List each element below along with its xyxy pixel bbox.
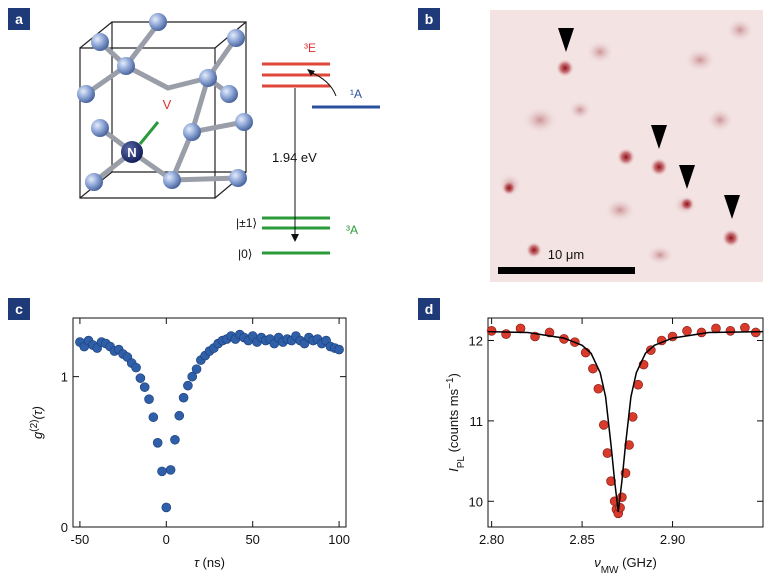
level-label: |0⟩ xyxy=(238,247,252,261)
label-box xyxy=(418,8,440,30)
level-label: ¹A xyxy=(350,87,362,101)
data-point xyxy=(183,380,193,391)
data-point xyxy=(157,466,167,477)
data-point xyxy=(144,394,154,404)
y-tick-label: 11 xyxy=(470,414,484,429)
data-point xyxy=(139,382,150,392)
label-part: (counts ms xyxy=(446,388,461,456)
x-tick-label: -50 xyxy=(71,532,90,547)
panel-label: c xyxy=(15,301,23,317)
transition-label: 1.94 eV xyxy=(272,150,317,165)
data-point xyxy=(593,383,604,394)
x-axis-label: νMW (GHz) xyxy=(594,555,657,576)
data-point xyxy=(334,344,344,355)
label-box xyxy=(418,298,440,320)
plot-frame xyxy=(487,317,764,528)
nitrogen-atom xyxy=(121,141,143,163)
label-part: (ns) xyxy=(199,555,225,570)
label-part: PL xyxy=(456,456,467,469)
nv-bond xyxy=(138,121,160,145)
data-point xyxy=(131,362,141,373)
label-part: (GHz) xyxy=(619,555,657,570)
data-point xyxy=(544,327,555,338)
fluorescence-image xyxy=(490,10,763,282)
data-point xyxy=(646,345,656,355)
label-part: g xyxy=(30,431,45,439)
y-tick-label: 12 xyxy=(469,334,483,349)
vacancy-label: V xyxy=(163,97,172,112)
label-box xyxy=(8,8,30,30)
y-tick-label: 1 xyxy=(61,370,68,385)
panel-labels: a b c d xyxy=(8,8,440,320)
data-point xyxy=(682,326,692,336)
data-point xyxy=(174,410,185,421)
data-point xyxy=(588,363,598,374)
label-part: ) xyxy=(446,373,461,377)
y-tick-label: 0 xyxy=(61,520,68,535)
x-tick-label: 2.80 xyxy=(479,532,504,547)
nitrogen-label: N xyxy=(127,145,136,160)
level-label: ³E xyxy=(304,41,316,55)
data-point xyxy=(725,326,736,336)
data-point xyxy=(598,420,609,430)
data-point xyxy=(740,322,750,333)
panel-label: d xyxy=(425,301,434,317)
data-point xyxy=(187,371,198,382)
data-point xyxy=(617,492,627,503)
data-point xyxy=(148,412,159,423)
y-axis-label: g(2)(τ) xyxy=(29,406,46,439)
data-point xyxy=(501,329,511,339)
label-part: −1 xyxy=(445,377,456,389)
data-point xyxy=(191,364,202,374)
data-point xyxy=(624,440,634,450)
atoms xyxy=(77,13,253,191)
label-part: ν xyxy=(594,555,601,570)
panel-label: b xyxy=(425,11,434,27)
label-part: (2) xyxy=(29,420,40,432)
panel-label: a xyxy=(15,11,23,27)
x-tick-label: 2.90 xyxy=(660,532,685,547)
fit-line xyxy=(487,330,764,512)
data-point xyxy=(161,502,172,513)
data-point xyxy=(165,465,176,475)
label-part: I xyxy=(446,468,461,472)
plot-frame xyxy=(72,317,347,528)
data-point xyxy=(602,448,613,458)
label-part: (τ) xyxy=(30,406,45,420)
level-label: ³A xyxy=(346,223,358,237)
x-axis-label: τ (ns) xyxy=(194,555,225,570)
x-tick-label: 2.85 xyxy=(569,532,594,547)
data-point xyxy=(152,437,163,448)
label-box xyxy=(8,298,30,320)
data-point xyxy=(178,392,189,403)
data-point xyxy=(170,434,180,445)
level-label: |±1⟩ xyxy=(236,216,257,230)
data-point xyxy=(135,373,146,383)
x-tick-label: 0 xyxy=(163,532,170,547)
data-point xyxy=(486,326,497,336)
x-tick-label: 100 xyxy=(328,532,350,547)
y-tick-label: 10 xyxy=(469,494,483,509)
label-part: MW xyxy=(601,565,619,576)
x-tick-label: 50 xyxy=(245,532,259,547)
y-axis-label: IPL (counts ms−1) xyxy=(445,373,467,472)
scale-bar-label: 10 μm xyxy=(548,247,584,262)
data-point xyxy=(606,476,616,486)
energy-levels xyxy=(262,62,380,255)
label-part: τ xyxy=(194,555,200,570)
